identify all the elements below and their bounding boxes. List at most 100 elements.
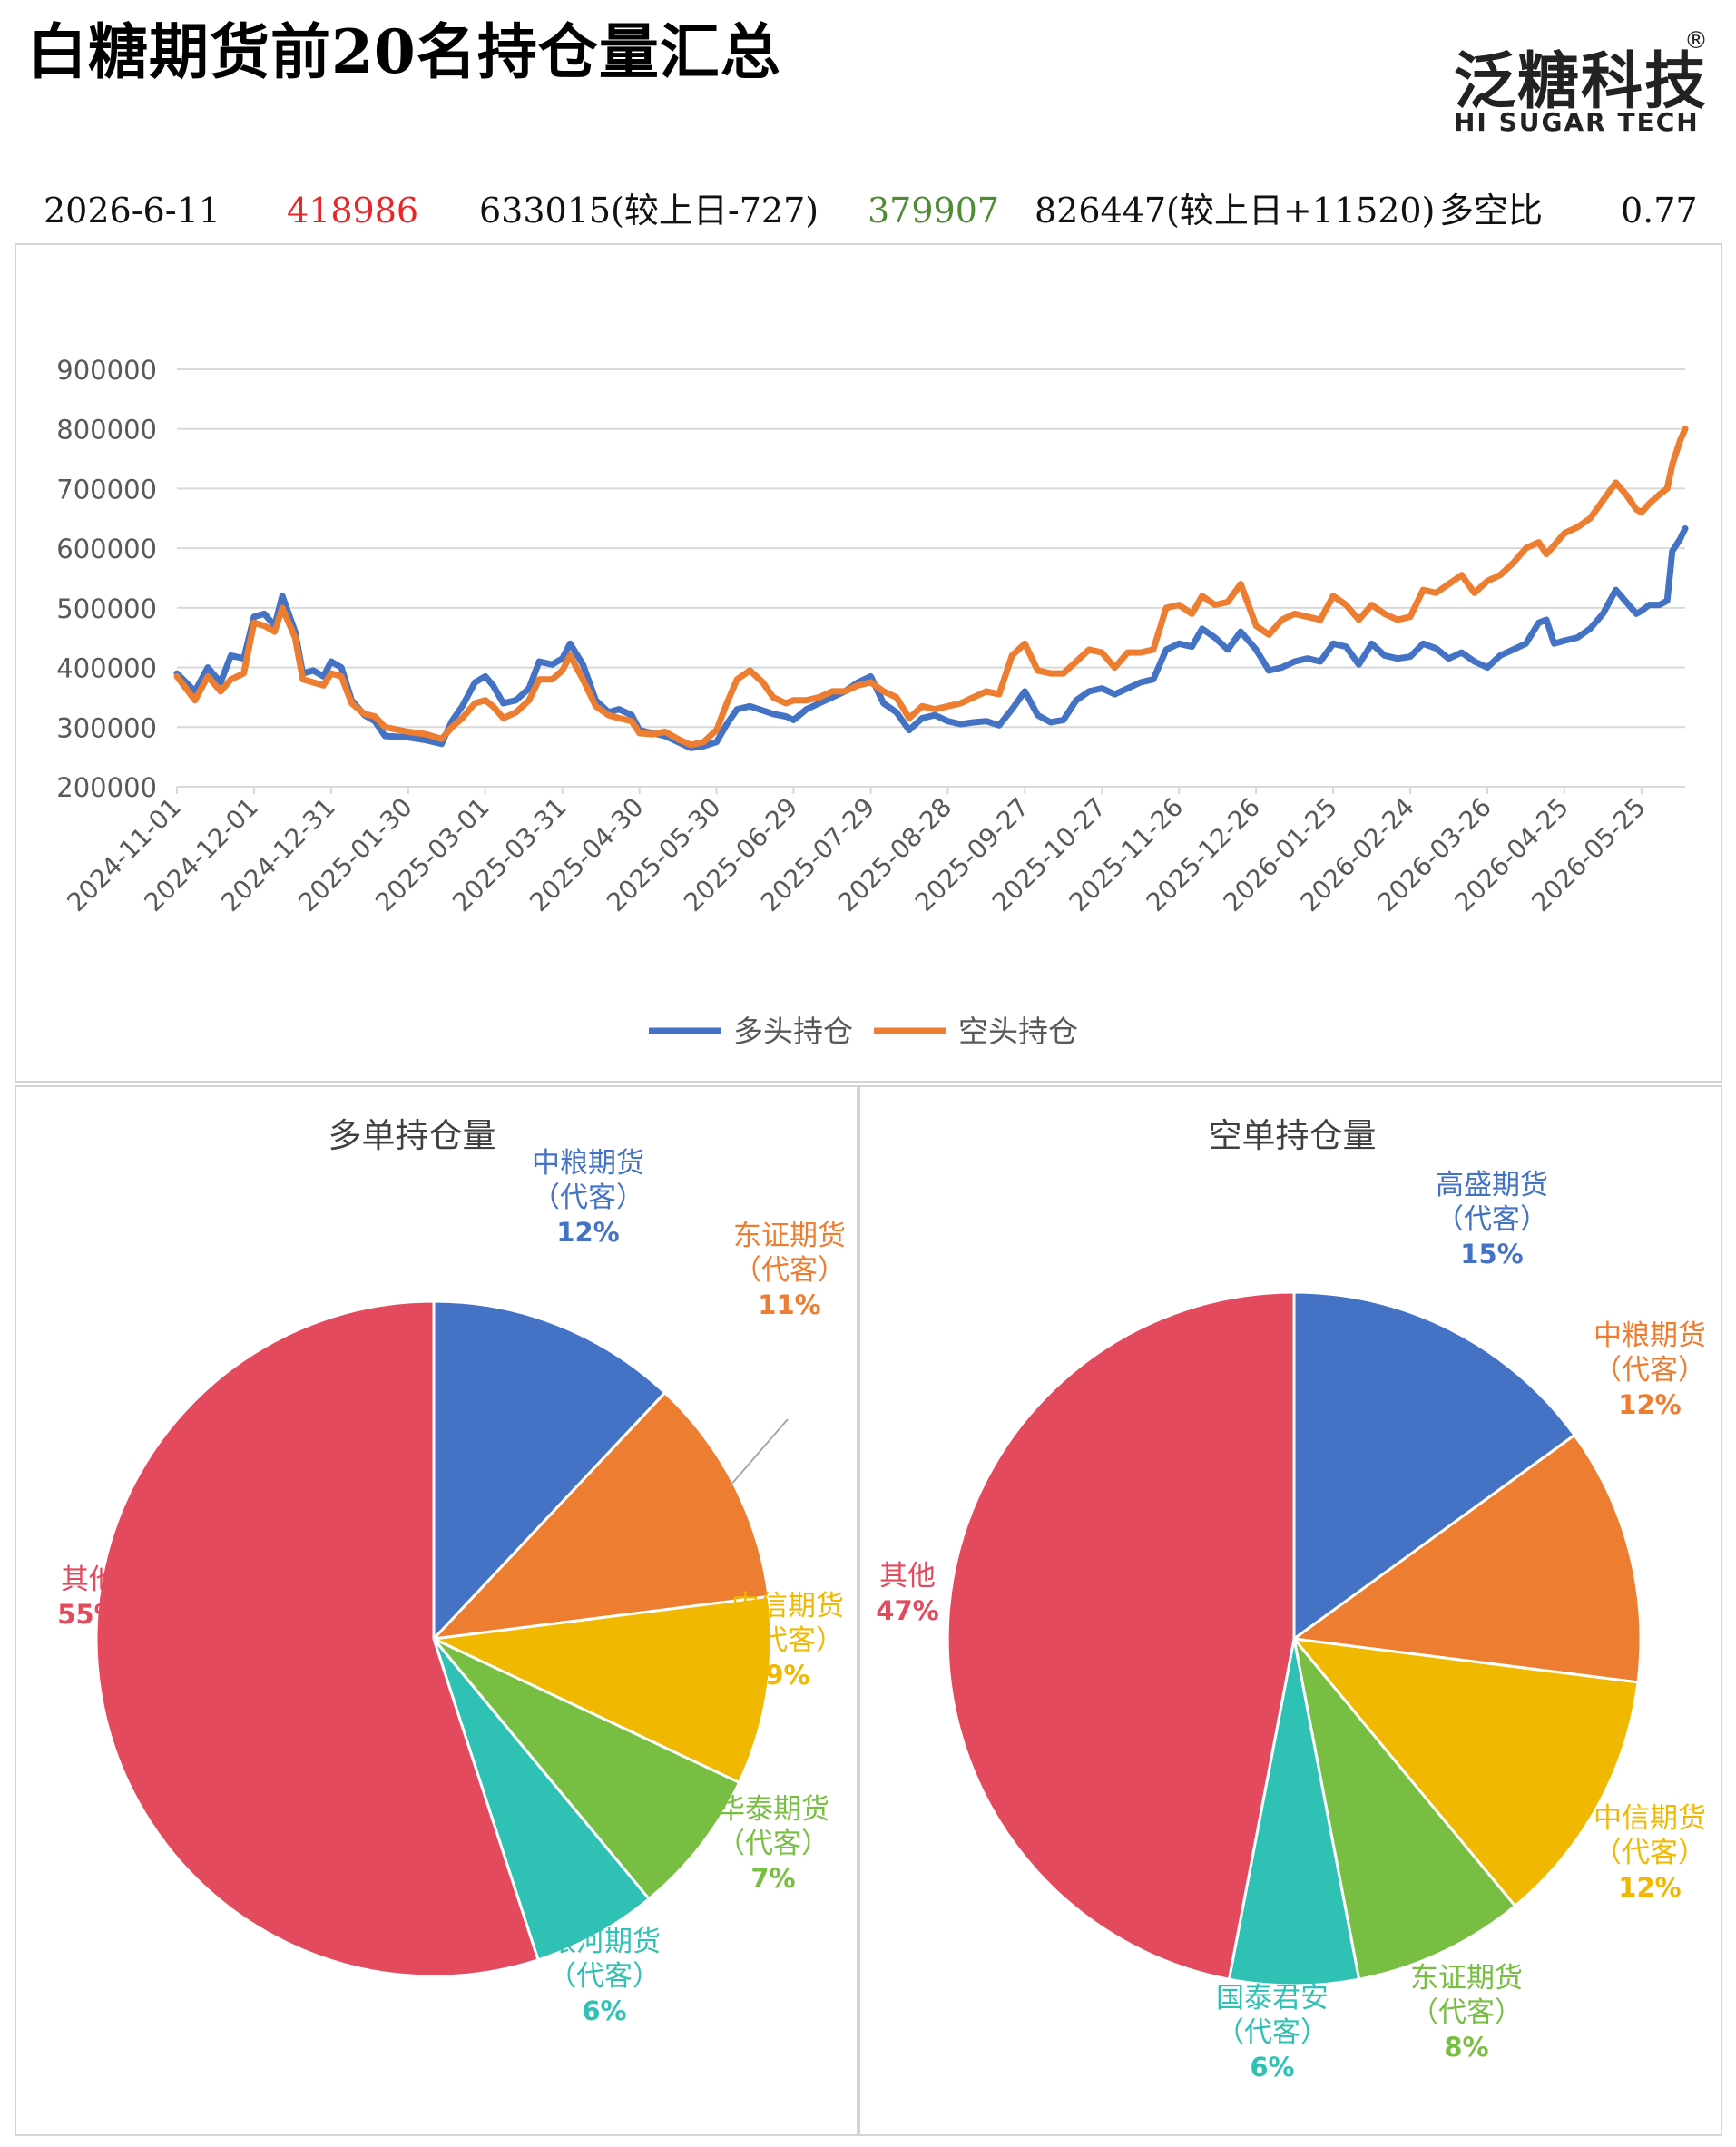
pie-label: 国泰君安（代客）6% (1216, 1982, 1329, 2083)
pie-label-name: （代客） (1410, 1996, 1523, 2029)
stat-net-short: 379907 (868, 191, 1000, 230)
stat-long-total: 633015(较上日-727) (479, 191, 819, 230)
pie-label: 银河期货（代客）6% (548, 1926, 661, 2026)
stat-date: 2026-6-11 (44, 191, 221, 230)
pie-labels: 中粮期货（代客）12% 东证期货（代客）11%中信期货（代客）9%华泰期货（代客）… (57, 1147, 846, 2026)
pie-slice (1290, 1637, 1640, 1908)
pie-label-percent: 12% (1618, 1389, 1681, 1420)
pie-slice (94, 1299, 540, 1978)
page-title: 白糖期货前20名持仓量汇总 (27, 16, 781, 87)
pie-slice (432, 1637, 741, 1901)
pie-label-name: （代客） (532, 1181, 644, 1214)
pie-slices (946, 1290, 1643, 1987)
short-pie-panel: 空单持仓量 高盛期货 （代客） 15% 中粮期货 （代客） 12% 中信期货 （代客） 12% 东… (858, 1085, 1722, 2136)
pie-label: 高盛期货（代客）15% (1436, 1169, 1548, 1270)
pie-label: 中信期货（代客）9% (731, 1590, 844, 1691)
y-tick-label: 300000 (56, 712, 157, 743)
pie-slice (430, 1390, 770, 1642)
pie-slice (1292, 1290, 1577, 1642)
pie-label-name: 中信期货 (731, 1590, 844, 1623)
pie-label-percent: 6% (1250, 2052, 1294, 2083)
y-tick-label: 400000 (56, 653, 157, 684)
pie-slice (432, 1299, 667, 1642)
short-position-line (173, 426, 1689, 749)
pie-label-name: 高盛期货 (1436, 1169, 1548, 1201)
leader-line (729, 1418, 789, 1487)
pie-label-name: （代客） (1594, 1354, 1706, 1387)
pie-title: 多单持仓量 (329, 1116, 496, 1155)
pie-label-percent: 12% (556, 1217, 619, 1248)
registered-mark: ® (1684, 27, 1708, 54)
pie-label-percent: 8% (1444, 2032, 1488, 2063)
pie-label-percent: 6% (582, 1995, 626, 2026)
pie-label-name: 华泰期货 (717, 1793, 829, 1826)
y-tick-label: 800000 (56, 415, 157, 446)
y-tick-label: 700000 (56, 474, 157, 505)
y-tick-label: 900000 (56, 355, 157, 386)
pie-label-name: （代客） (731, 1624, 844, 1657)
pie-label-name: （代客） (1594, 1837, 1706, 1869)
y-tick-label: 500000 (56, 593, 157, 624)
pie-label-name: （代客） (1436, 1203, 1548, 1236)
y-gridlines (177, 368, 1685, 788)
pie-label-percent: 11% (758, 1289, 820, 1320)
pie-label-percent: 12% (1618, 1872, 1681, 1903)
pie-slices (94, 1299, 773, 1978)
legend-long-label: 多头持仓 (733, 1014, 853, 1049)
stat-ratio-value: 0.77 (1621, 191, 1698, 230)
pie-slice (946, 1290, 1296, 1981)
y-tick-label: 600000 (56, 534, 157, 564)
pie-label-name: （代客） (733, 1254, 846, 1287)
legend: 多头持仓 空头持仓 (649, 1014, 1078, 1049)
pie-label-name: 中信期货 (1594, 1802, 1706, 1835)
stat-ratio-label: 多空比 (1439, 191, 1544, 230)
pie-label: 中粮期货（代客）12% (1594, 1319, 1706, 1420)
y-tick-labels: 200000 300000 400000 500000 600000 700000 8000… (56, 355, 157, 803)
pie-slice (432, 1638, 652, 1962)
pie-label-name: （代客） (717, 1828, 829, 1860)
pie-label-name: 其他 (61, 1564, 117, 1596)
long-pie-chart: 多单持仓量 中粮期货（代客）12% 东证期货（代客）11%中信期货（代客）9%华泰… (57, 1116, 846, 2026)
pie-label-percent: 9% (765, 1660, 809, 1691)
y-tick-label: 200000 (56, 772, 157, 803)
pie-label-name: 中粮期货 (1594, 1319, 1706, 1352)
pie-label: 中粮期货（代客）12% (532, 1147, 644, 1248)
pie-label-name: 东证期货 (733, 1220, 846, 1252)
x-tick-labels: 2024-11-012024-12-012024-12-312025-01-30… (62, 787, 1652, 917)
pie-label: 东证期货（代客）11% (733, 1220, 846, 1320)
stat-short-total: 826447(较上日+11520) (1035, 191, 1436, 230)
logo-en-text: HI SUGAR TECH (1454, 107, 1700, 137)
line-chart: 200000 300000 400000 500000 600000 700000 8000… (56, 355, 1689, 1049)
pie-label-name: 中粮期货 (532, 1147, 644, 1180)
line-chart-panel: 200000 300000 400000 500000 600000 700000 8000… (15, 243, 1722, 1083)
series-lines (173, 426, 1689, 751)
pie-label-name: 其他 (879, 1560, 936, 1593)
pie-label: 东证期货（代客）8% (1410, 1962, 1523, 2063)
pie-slice (1227, 1638, 1361, 1987)
stat-net-long: 418986 (287, 191, 419, 230)
pie-label: 华泰期货（代客）7% (717, 1793, 829, 1894)
pie-label-percent: 55% (57, 1599, 120, 1630)
pie-slice (428, 1594, 773, 1785)
pie-label-percent: 15% (1460, 1239, 1523, 1270)
pie-label-name: （代客） (548, 1960, 661, 1993)
legend-short-label: 空头持仓 (958, 1014, 1078, 1049)
short-pie-chart: 空单持仓量 高盛期货（代客）15%中粮期货（代客）12%中信期货（代客）12%东… (876, 1116, 1706, 2083)
logo-cn-text: 泛糖科技 (1454, 46, 1709, 118)
pie-label-percent: 47% (876, 1595, 938, 1626)
long-position-line (173, 524, 1689, 751)
pie-labels: 高盛期货（代客）15%中粮期货（代客）12%中信期货（代客）12%东证期货（代客… (876, 1169, 1706, 2083)
pie-label-name: 东证期货 (1410, 1962, 1523, 1995)
pie-label-name: 国泰君安 (1216, 1982, 1329, 2015)
pie-slice (1290, 1433, 1643, 1684)
pie-title: 空单持仓量 (1209, 1116, 1377, 1155)
pie-label-percent: 7% (750, 1863, 795, 1894)
pie-label-name: 银河期货 (548, 1926, 661, 1958)
pie-label-name: （代客） (1216, 2016, 1329, 2049)
pie-slice (1292, 1638, 1517, 1981)
brand-logo: 泛糖科技 ® HI SUGAR TECH (1443, 20, 1715, 138)
pie-label: 中信期货（代客）12% (1594, 1802, 1706, 1903)
long-pie-panel: 多单持仓量 中粮期货 （代客） 12% 东证期货 （代客） 11% 中信期货 （代客） 9% 华泰… (15, 1085, 858, 2136)
